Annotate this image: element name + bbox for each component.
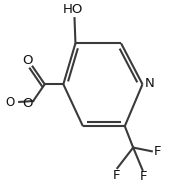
Text: F: F bbox=[113, 169, 120, 182]
Text: O: O bbox=[6, 96, 15, 109]
Text: N: N bbox=[145, 77, 155, 90]
Text: HO: HO bbox=[63, 3, 83, 16]
Text: F: F bbox=[140, 170, 147, 183]
Text: F: F bbox=[154, 145, 162, 158]
Text: O: O bbox=[23, 97, 33, 110]
Text: O: O bbox=[22, 54, 33, 67]
